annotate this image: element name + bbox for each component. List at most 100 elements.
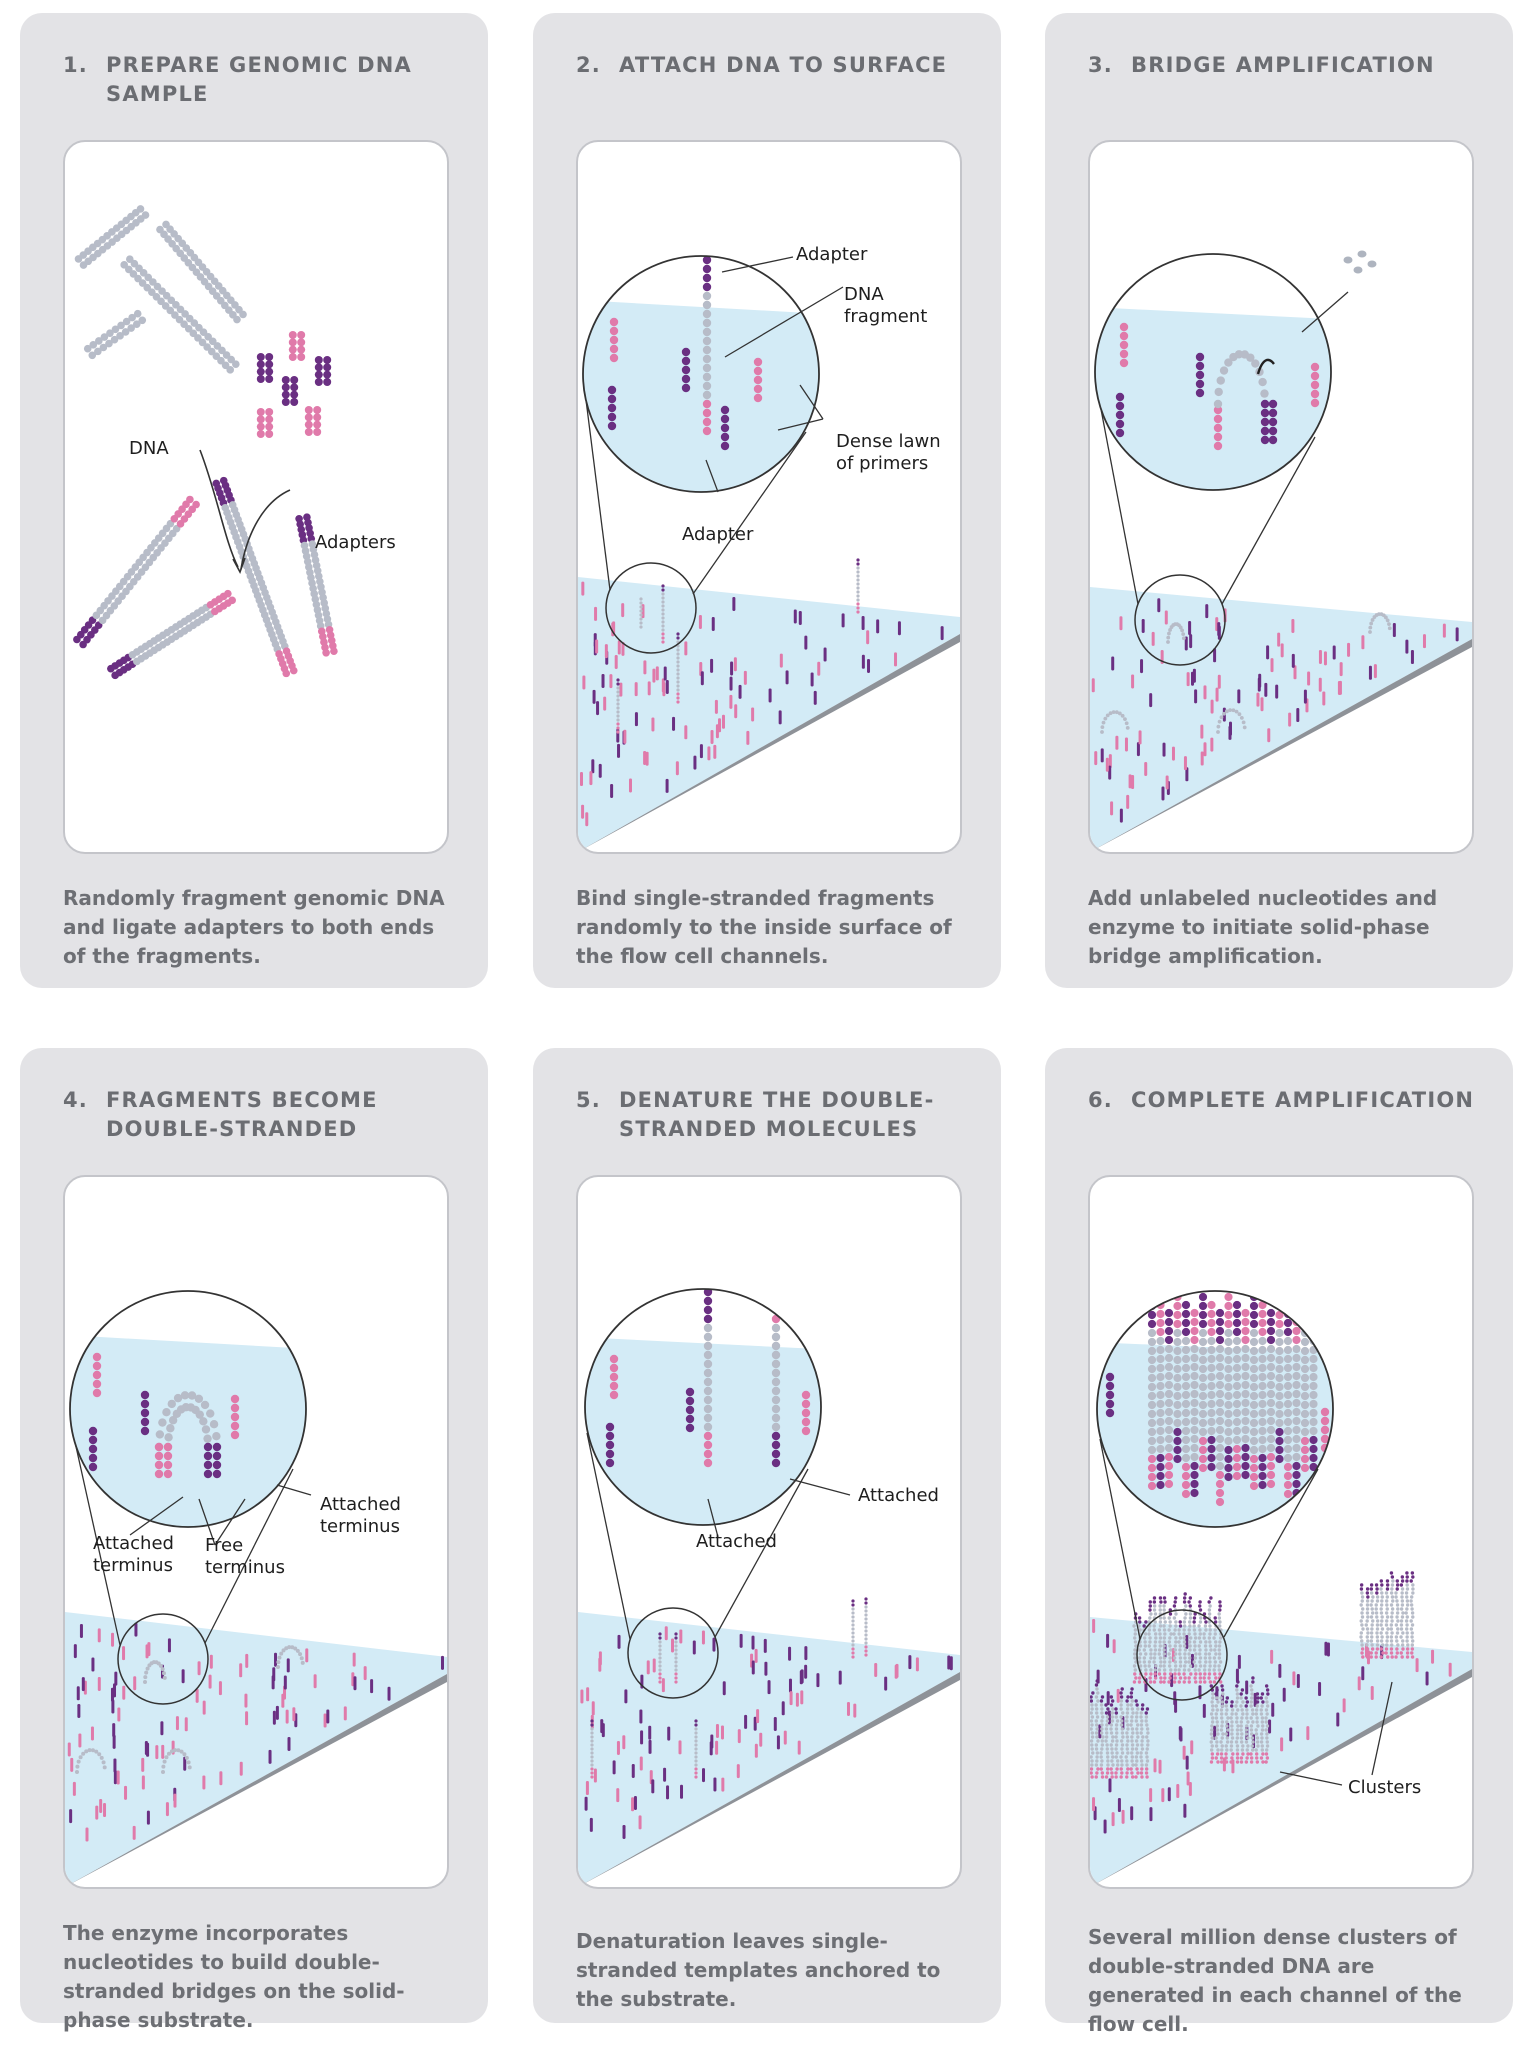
primer	[609, 674, 613, 689]
primer	[1186, 672, 1190, 687]
dna-strand	[156, 220, 247, 324]
step-number: 3.	[1088, 53, 1113, 77]
primer	[596, 701, 600, 716]
primer	[72, 1781, 76, 1796]
dna-strand	[83, 309, 147, 360]
primer	[117, 1707, 121, 1722]
primer	[592, 689, 596, 704]
double-strand-illustration: Attached terminus Free terminus Attached…	[65, 1290, 447, 1887]
primer	[823, 647, 827, 662]
dna-cluster	[1209, 1676, 1270, 1764]
primer	[1210, 737, 1214, 752]
primer	[947, 1655, 951, 1670]
bridge-amplification-illustration	[1090, 250, 1472, 852]
primer	[785, 670, 789, 685]
primer	[1324, 1641, 1328, 1656]
primer	[1179, 1727, 1183, 1742]
primer	[734, 704, 738, 719]
primer	[616, 1740, 620, 1755]
zoom-source-circle	[1134, 574, 1226, 666]
primer	[623, 729, 627, 744]
primer	[1213, 1725, 1217, 1740]
primer	[1210, 699, 1214, 714]
primer	[647, 681, 651, 696]
primer	[1288, 712, 1292, 727]
primer	[666, 1785, 670, 1800]
step-title: 1. PREPARE GENOMIC DNA SAMPLE	[63, 51, 453, 109]
primer	[624, 1689, 628, 1704]
primer	[73, 1644, 77, 1659]
primer	[633, 1795, 637, 1810]
primer	[617, 1634, 621, 1649]
primer	[1296, 708, 1300, 723]
attached-terminus-label: terminus	[320, 1516, 400, 1537]
dna-fragment-label: fragment	[844, 306, 927, 327]
primer	[69, 1809, 73, 1824]
primer	[370, 1679, 374, 1694]
primer	[638, 1815, 642, 1830]
primer	[663, 666, 667, 681]
primer	[675, 761, 679, 776]
primer	[679, 1629, 683, 1644]
primer	[141, 1775, 145, 1790]
primer	[1136, 742, 1140, 757]
zoom-source-circle	[117, 1613, 209, 1705]
primer	[778, 710, 782, 725]
zoom-line	[1099, 1438, 1141, 1640]
primer	[655, 666, 659, 681]
primer	[739, 1633, 743, 1648]
primer	[111, 1699, 115, 1714]
primer	[1153, 1758, 1157, 1773]
dna-cluster	[1359, 1571, 1415, 1659]
primer	[652, 1658, 656, 1673]
primer	[1323, 651, 1327, 666]
magnified-view-circle	[582, 255, 820, 493]
step-title: 4. FRAGMENTS BECOME DOUBLE-STRANDED	[63, 1086, 453, 1144]
primer	[116, 1770, 120, 1785]
primer	[1455, 627, 1459, 642]
primer	[181, 1669, 185, 1684]
primer	[693, 755, 697, 770]
primer	[112, 1723, 116, 1738]
primer	[1149, 1807, 1153, 1822]
ligated-fragment	[107, 589, 236, 680]
primer	[789, 1691, 793, 1706]
primer	[1171, 746, 1175, 761]
step-caption: Bind single-stranded fragments randomly …	[576, 886, 952, 968]
primer	[709, 1741, 713, 1756]
primer	[197, 1661, 201, 1676]
primer	[113, 1758, 117, 1773]
primer	[343, 1706, 347, 1721]
primer	[218, 1681, 222, 1696]
zoom-source-circle	[605, 562, 697, 654]
process-arrow	[199, 449, 239, 568]
primer	[1131, 674, 1135, 689]
process-arrow	[240, 489, 291, 570]
magnified-view-circle	[69, 1290, 307, 1528]
primer	[78, 1733, 82, 1748]
primer	[589, 771, 593, 786]
primer	[1188, 1781, 1192, 1796]
magnified-view-circle	[584, 1288, 822, 1526]
primer	[161, 1744, 165, 1759]
primer	[90, 1726, 94, 1741]
primer	[614, 654, 618, 669]
primer	[652, 668, 656, 683]
primer	[1280, 1737, 1284, 1752]
primer	[124, 1785, 128, 1800]
primer	[387, 1686, 391, 1701]
step-title: 6. COMPLETE AMPLIFICATION	[1088, 1086, 1478, 1115]
primer	[283, 1675, 287, 1690]
primer	[1291, 653, 1295, 668]
primer	[281, 1693, 285, 1708]
step-title-text: ATTACH DNA TO SURFACE	[619, 53, 948, 77]
primer	[1277, 632, 1281, 647]
step-number: 4.	[63, 1088, 88, 1112]
primer	[593, 1768, 597, 1783]
primer	[582, 675, 586, 690]
primer	[1217, 622, 1221, 637]
primer	[244, 1693, 248, 1708]
adapters-label: Adapters	[315, 532, 396, 553]
step-caption: The enzyme incorporates nucleotides to b…	[63, 1921, 405, 2032]
primer	[584, 1796, 588, 1811]
